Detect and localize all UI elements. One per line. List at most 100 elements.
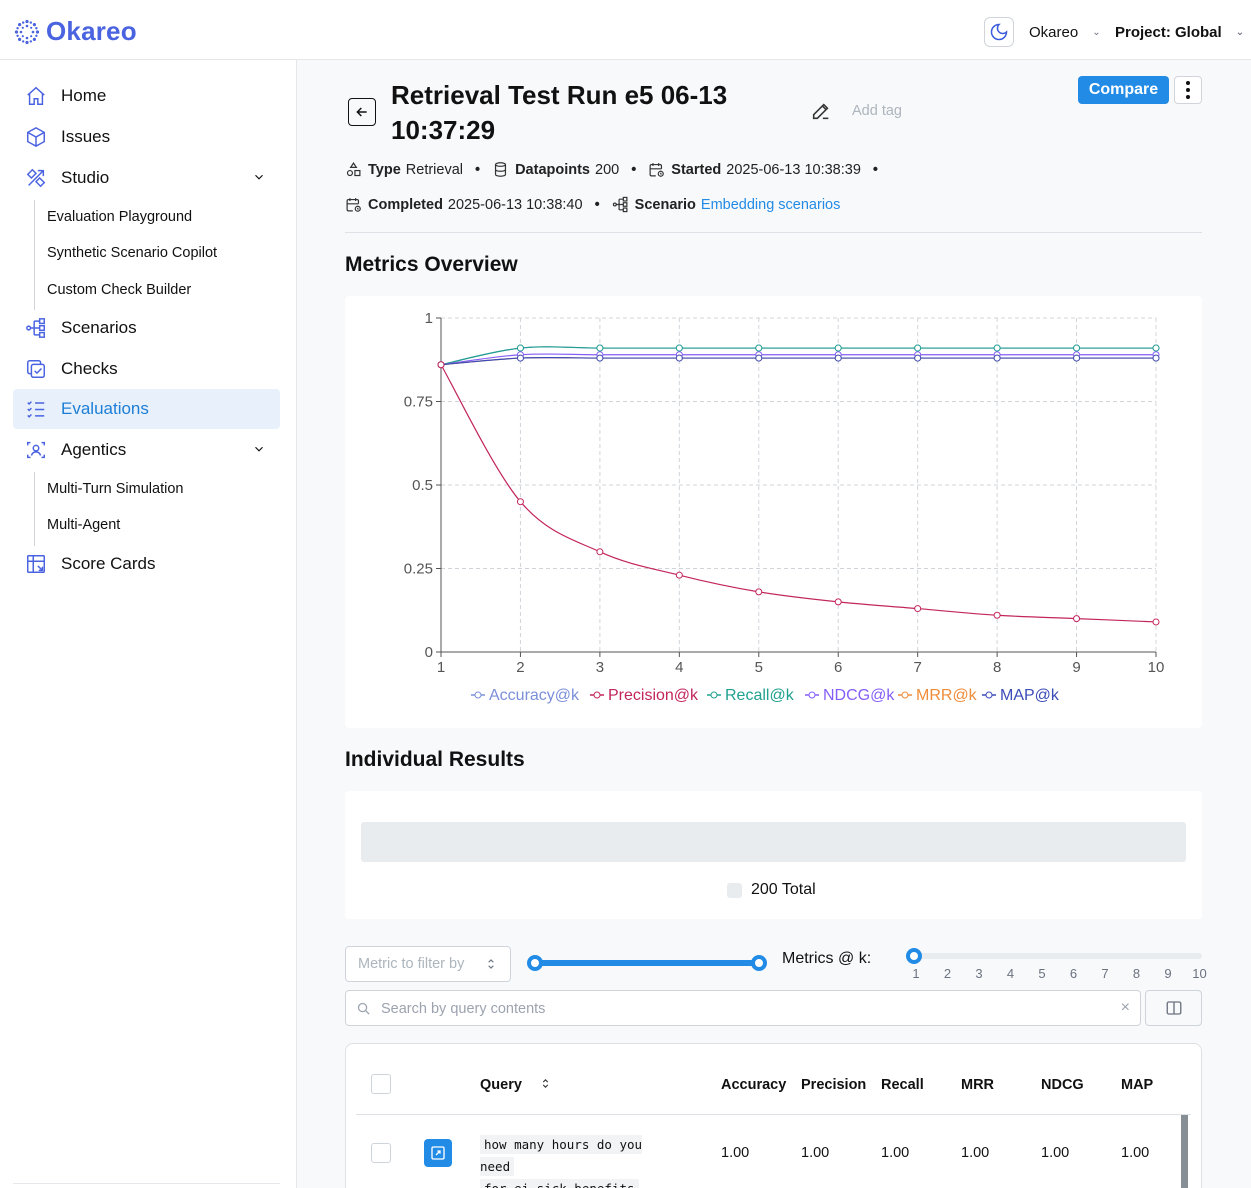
column-header-map[interactable]: MAP <box>1121 1077 1154 1093</box>
sidebar-subitem-custom-check-builder[interactable]: Custom Check Builder <box>47 282 192 298</box>
column-header-ndcg[interactable]: NDCG <box>1041 1077 1084 1093</box>
column-header-precision[interactable]: Precision <box>801 1077 867 1093</box>
query-line: for ei sick benefits <box>480 1179 639 1188</box>
type-label: Type <box>368 161 401 178</box>
logo[interactable]: Okareo <box>14 16 137 47</box>
shapes-icon <box>345 161 362 178</box>
add-tag-button[interactable]: Add tag <box>852 103 902 119</box>
edit-icon[interactable] <box>810 100 832 122</box>
compare-button[interactable]: Compare <box>1078 76 1169 104</box>
column-toggle-button[interactable] <box>1145 990 1202 1026</box>
theme-toggle-button[interactable] <box>984 17 1014 47</box>
query-search-input[interactable]: Search by query contents × <box>345 990 1141 1026</box>
series-line <box>440 356 1156 366</box>
sidebar-subitem-multi-agent[interactable]: Multi-Agent <box>47 517 121 533</box>
column-header-mrr[interactable]: MRR <box>961 1077 995 1093</box>
metric-filter-select[interactable]: Metric to filter by <box>345 946 511 982</box>
y-tick-label: 1 <box>425 310 433 327</box>
series-line <box>440 364 1157 623</box>
chevron-down-icon <box>255 174 263 180</box>
data-point <box>675 344 683 352</box>
home-icon <box>27 86 45 105</box>
data-point <box>914 605 922 613</box>
data-point <box>1073 354 1081 362</box>
data-point <box>675 354 683 362</box>
data-point <box>914 344 922 352</box>
k-slider[interactable] <box>906 948 1202 964</box>
query-text: how many hours do you need for ei sick b… <box>480 1134 680 1188</box>
calendar-clock-icon <box>345 196 362 213</box>
k-tick-label[interactable]: 8 <box>1132 966 1141 981</box>
range-slider-min-handle[interactable] <box>527 955 543 971</box>
cell-precision: 1.00 <box>801 1145 830 1161</box>
sidebar-item-checks[interactable]: Checks <box>13 349 280 389</box>
column-header-recall[interactable]: Recall <box>881 1077 924 1093</box>
sidebar-item-evaluations[interactable]: Evaluations <box>13 389 280 429</box>
sidebar-subitem-multi-turn-simulation[interactable]: Multi-Turn Simulation <box>47 481 184 497</box>
checks-icon <box>27 360 45 378</box>
sidebar-item-label: Agentics <box>61 440 127 459</box>
k-slider-handle[interactable] <box>906 948 922 964</box>
sidebar-divider <box>13 1183 280 1184</box>
legend-marker <box>593 691 601 699</box>
legend-label: Precision@k <box>608 687 699 704</box>
back-button[interactable] <box>348 98 376 126</box>
column-header-query[interactable]: Query <box>480 1077 551 1093</box>
sidebar-subitem-synthetic-scenario-copilot[interactable]: Synthetic Scenario Copilot <box>47 245 218 261</box>
scenario-label: Scenario <box>634 196 696 213</box>
sidebar-item-issues[interactable]: Issues <box>13 117 280 157</box>
cell-recall: 1.00 <box>881 1145 910 1161</box>
data-point <box>993 611 1001 619</box>
metrics-chart-card: 0 0.25 0.5 0.75 1 1 2 3 4 5 6 7 8 9 10 Accuracy@k Precis… <box>345 296 1202 728</box>
column-header-accuracy[interactable]: Accuracy <box>721 1077 787 1093</box>
project-selector[interactable]: Project: Global ⌄ <box>1115 24 1244 41</box>
org-selector[interactable]: Okareo ⌄ <box>1029 24 1101 41</box>
range-slider-max-handle[interactable] <box>751 955 767 971</box>
cell-ndcg: 1.00 <box>1041 1145 1070 1161</box>
sidebar-item-score-cards[interactable]: Score Cards <box>13 544 280 584</box>
scenario-link[interactable]: Embedding scenarios <box>700 196 841 213</box>
sidebar-subitem-evaluation-playground[interactable]: Evaluation Playground <box>47 209 193 225</box>
data-point <box>596 548 604 556</box>
more-options-button[interactable] <box>1174 76 1202 104</box>
row-checkbox[interactable] <box>371 1143 391 1163</box>
k-tick-label[interactable]: 7 <box>1101 966 1109 981</box>
x-tick-label: 2 <box>516 659 524 676</box>
x-tick-label: 3 <box>596 659 604 676</box>
sidebar-item-studio[interactable]: Studio <box>13 158 280 198</box>
k-tick-label[interactable]: 6 <box>1069 966 1078 981</box>
y-tick-label: 0 <box>425 644 433 661</box>
k-tick-label[interactable]: 2 <box>943 966 952 981</box>
k-tick-label[interactable]: 1 <box>912 966 920 981</box>
database-icon <box>492 161 509 178</box>
x-tick-label: 5 <box>755 659 763 676</box>
datapoints-value: 200 <box>595 161 620 178</box>
legend-label: MRR@k <box>916 687 978 704</box>
k-tick-label[interactable]: 5 <box>1038 966 1046 981</box>
x-tick-label: 10 <box>1148 659 1165 676</box>
expand-row-button[interactable] <box>424 1139 452 1167</box>
cube-icon <box>27 126 45 148</box>
clear-search-icon[interactable]: × <box>1120 999 1130 1016</box>
table-scrollbar[interactable] <box>1181 1115 1188 1188</box>
select-all-checkbox[interactable] <box>371 1074 391 1094</box>
results-legend: 200 Total <box>727 881 816 899</box>
data-point <box>834 598 842 606</box>
data-point <box>1152 344 1160 352</box>
x-tick-label: 4 <box>675 659 683 676</box>
started-label: Started <box>671 161 722 178</box>
series-line <box>440 346 1156 366</box>
k-tick-label[interactable]: 4 <box>1006 966 1015 981</box>
sort-icon[interactable] <box>540 1077 551 1090</box>
sidebar-item-home[interactable]: Home <box>13 76 280 116</box>
y-tick-label: 0.75 <box>404 394 433 411</box>
k-tick-label[interactable]: 10 <box>1192 966 1207 981</box>
y-tick-label: 0.25 <box>404 561 433 578</box>
sidebar-item-agentics[interactable]: Agentics <box>13 430 280 470</box>
separator: • <box>631 161 637 178</box>
legend-marker <box>985 691 993 699</box>
sidebar-item-scenarios[interactable]: Scenarios <box>13 308 280 348</box>
k-tick-label[interactable]: 9 <box>1164 966 1172 981</box>
k-tick-label[interactable]: 3 <box>975 966 983 981</box>
metric-range-slider[interactable] <box>527 955 767 971</box>
